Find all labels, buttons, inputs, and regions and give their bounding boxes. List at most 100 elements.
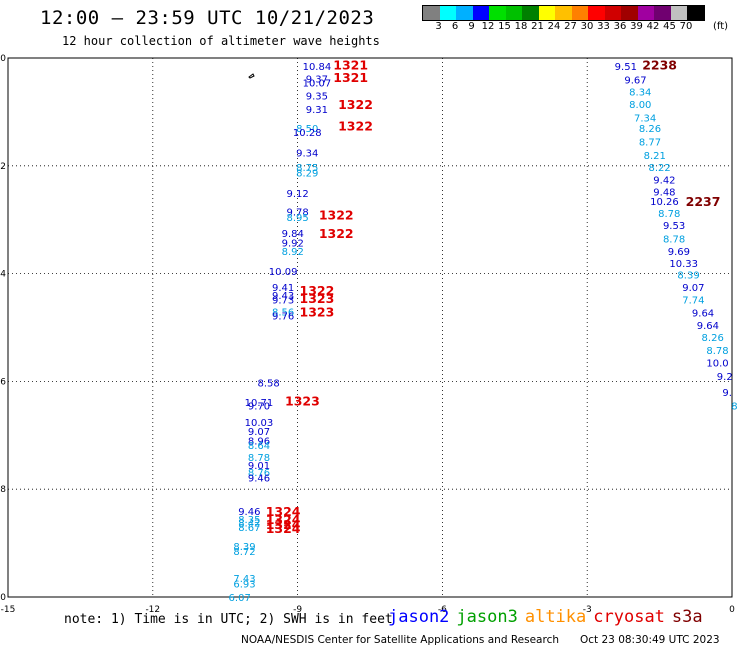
legend-label: 42 [646,21,660,32]
lat-tick-label: -48 [0,485,6,495]
map-frame [7,57,733,598]
swh-observation: 10.0 [706,359,728,370]
swh-observation: 9.42 [653,175,675,186]
legend-swatch [439,6,456,20]
swh-observation: 9. [722,388,732,399]
swh-observation: 7.43 [233,574,255,585]
swh-observation: 9.07 [248,427,270,438]
legend-swatch [456,6,473,20]
pass-label: 1321 [333,70,368,85]
swh-observation: 9.43 [272,291,294,302]
lon-tick-label: -6 [438,605,447,615]
swh-observation: 8.00 [629,100,651,111]
swh-observation: 8.39 [677,271,699,282]
note-text: note: 1) Time is in UTC; 2) SWH is in fe… [64,612,393,627]
legend-swatch [571,6,588,20]
swh-observation: 6.07 [229,593,251,604]
map-subtitle: 12 hour collection of altimeter wave hei… [62,34,380,48]
swh-observation: 9.92 [282,238,304,249]
swh-observation: 9.48 [653,188,675,199]
legend-label: 24 [547,21,561,32]
swh-observation: 8.78 [663,235,685,246]
mission-s3a: s3a [671,607,703,627]
pass-label: 1322 [300,283,335,298]
legend-label: 3 [435,21,442,32]
pass-label: 1324 [266,512,301,527]
lon-tick-label: -12 [145,605,160,615]
swh-observation: 9.73 [272,295,294,306]
pass-label: 1324 [266,517,301,532]
swh-observation: 9.64 [692,308,714,319]
swh-observation: 9.69 [668,247,690,258]
swh-observation: 9.07 [682,283,704,294]
mission-legend: jason2 jason3 altika cryosat s3a [388,607,710,627]
swh-observation: 9.46 [248,473,270,484]
swh-observation: 9.2 [717,372,733,383]
swh-observation: 9.12 [286,189,308,200]
swh-observation: 9.41 [272,283,294,294]
swh-observation: 8.34 [629,87,651,98]
swh-observation: 8.29 [296,168,318,179]
swh-observation: 9.84 [282,229,304,240]
pass-label: 1323 [300,304,335,319]
legend-label: 30 [580,21,594,32]
legend-label: 36 [613,21,627,32]
lat-tick-label: -46 [0,377,6,387]
pass-label: 1322 [338,97,373,112]
swh-observation: 8.22 [648,163,670,174]
pass-label: 2238 [642,57,677,72]
legend-swatch [555,6,572,20]
legend-swatch [670,6,687,20]
swh-observation: 8.78 [248,453,270,464]
legend-swatch [522,6,539,20]
swh-observation: 8.35 [238,515,260,526]
mission-cryosat: cryosat [593,607,665,627]
lon-tick-label: -9 [293,605,302,615]
legend-label: 27 [564,21,577,32]
legend-unit: (ft) [713,21,729,32]
legend-swatch [637,6,654,20]
swh-observation: 10.07 [303,78,332,89]
legend-label: 33 [597,21,610,32]
swh-observation: 8.56 [272,307,294,318]
pass-label: 1324 [266,504,301,519]
legend-swatch [604,6,621,20]
legend-label: 18 [514,21,528,32]
pass-label: 1323 [300,291,335,306]
map-title: 12:00 — 23:59 UTC 10/21/2023 [40,7,375,29]
legend-label: 6 [451,21,459,32]
swh-observation: 8.76 [248,468,270,479]
swh-observation: 8.95 [286,213,308,224]
swh-observation: 9.70 [248,402,270,413]
swh-observation: 9.46 [238,507,260,518]
legend-swatch [489,6,506,20]
lon-tick-label: -15 [1,605,16,615]
credit-text: NOAA/NESDIS Center for Satellite Applica… [241,634,559,646]
swh-observation: 8.64 [248,441,270,452]
legend-label: 12 [481,21,495,32]
legend-swatch [423,6,440,20]
swh-observation: 8.26 [702,333,724,344]
legend-label: 39 [630,21,643,32]
swh-observation: 9.31 [306,105,328,116]
timestamp-text: Oct 23 08:30:49 UTC 2023 [580,634,720,646]
swh-observation: 8.67 [238,523,260,534]
lat-tick-label: -40 [0,54,6,64]
swh-observation: 7.34 [634,113,656,124]
swh-observation: 8.42 [238,519,260,530]
swh-observation: 8.78 [658,209,680,220]
swh-observation: 8.26 [639,124,661,135]
lon-tick-label: 0 [729,605,735,615]
swh-observation: 6.93 [233,580,255,591]
color-legend [422,5,705,21]
pass-label: 1322 [338,118,373,133]
legend-label: 9 [468,21,475,32]
legend-swatch [588,6,605,20]
swh-observation: 8.96 [248,437,270,448]
pass-label: 2237 [686,194,721,209]
swh-observation: 10.71 [245,398,274,409]
swh-observation: 8.75 [296,163,318,174]
legend-swatch [472,6,489,20]
legend-swatch [687,6,704,20]
